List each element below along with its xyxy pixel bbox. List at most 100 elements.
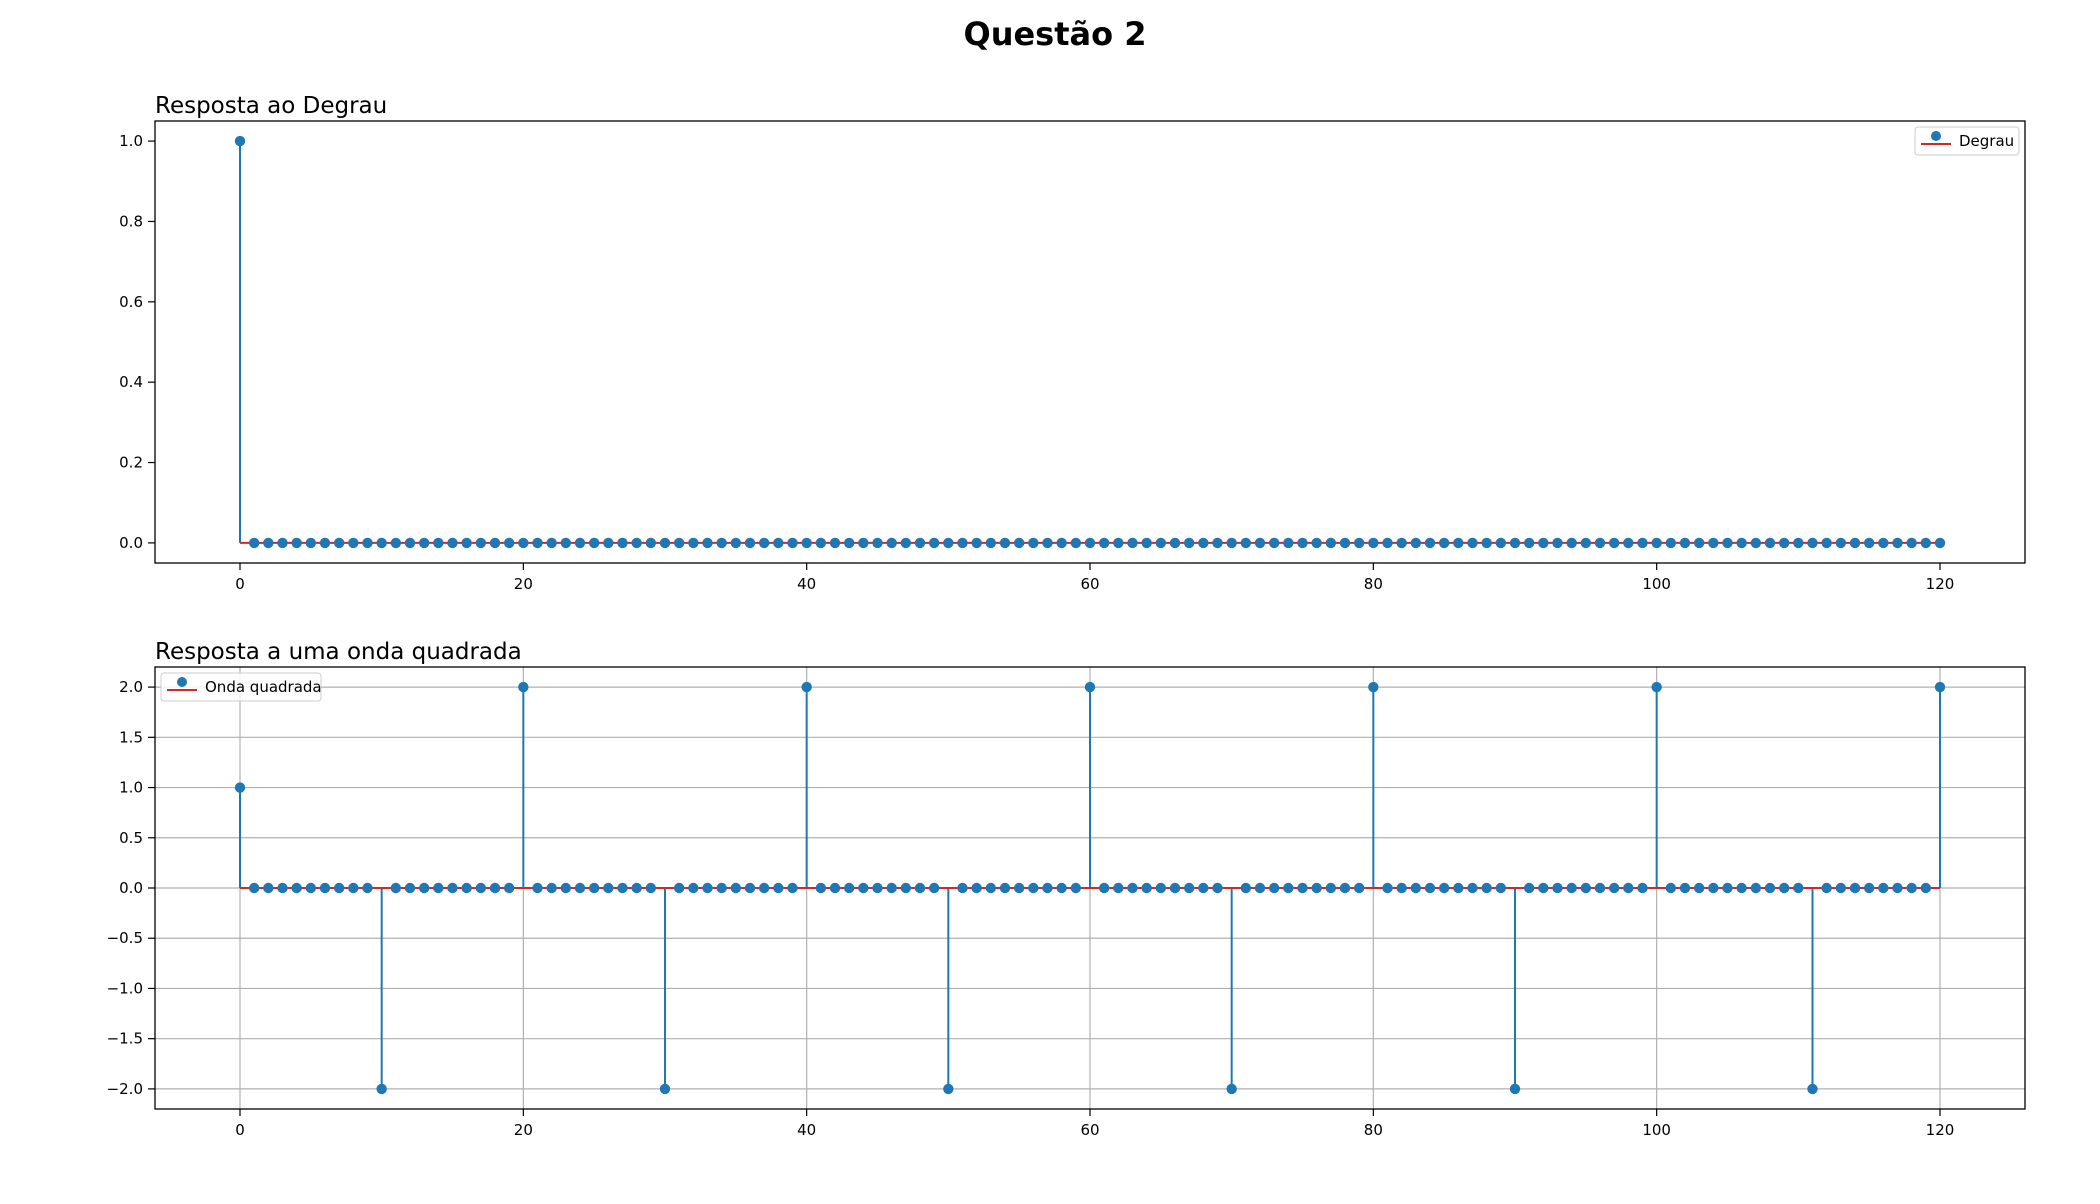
x-tick-label: 80: [1364, 575, 1383, 593]
stem-marker: [404, 537, 416, 549]
stem-marker: [1042, 882, 1053, 894]
stem-marker: [1736, 537, 1747, 549]
legend: Degrau: [1914, 126, 2020, 156]
stem-marker: [787, 537, 798, 549]
stem-marker: [1693, 882, 1705, 894]
stem-marker: [971, 537, 982, 549]
stem-marker: [1481, 537, 1492, 549]
y-tick-label: −2.0: [107, 1080, 143, 1098]
stem-marker: [1934, 537, 1946, 549]
stem-marker: [1665, 537, 1677, 549]
stem-marker: [234, 782, 246, 793]
stem-marker: [333, 882, 345, 894]
stem-marker: [1013, 882, 1025, 894]
legend: Onda quadrada: [160, 672, 322, 702]
stem-marker: [758, 882, 770, 894]
stem-marker: [1750, 537, 1762, 549]
stem-marker: [886, 537, 897, 549]
stem-marker: [333, 537, 345, 549]
stem-marker: [489, 882, 501, 894]
stem-marker: [263, 537, 274, 549]
stem-marker: [1750, 882, 1762, 894]
stem-marker: [1339, 537, 1351, 549]
stem-marker: [730, 537, 742, 549]
stem-marker: [985, 882, 997, 894]
stem-marker: [1807, 537, 1818, 549]
y-tick-label: 1.0: [119, 779, 143, 797]
stem-marker: [1070, 882, 1082, 894]
stem-marker: [1368, 681, 1379, 693]
stem-marker: [461, 537, 472, 549]
stem-marker: [1821, 882, 1832, 894]
y-tick-label: −1.0: [107, 979, 143, 997]
y-tick-label: 2.0: [119, 678, 143, 696]
y-tick-label: 1.0: [119, 132, 143, 150]
stem-marker: [1538, 537, 1549, 549]
stem-marker: [503, 537, 515, 549]
plot-area-square-wave-response: 0 20 40 60 80 100 120 −2.0 −1.5 −1.0 −0.5 0.0 0.5 1.0…: [107, 666, 2026, 1139]
chart-title-step-response: Resposta ao Degrau: [155, 93, 387, 119]
stem-marker: [603, 882, 614, 894]
stem-marker: [1396, 882, 1407, 894]
y-tick-label: 0.0: [119, 879, 143, 897]
chart-step-response: Resposta ao Degrau 0 20 40 60 80 100 120 0.0 0.2…: [119, 93, 2026, 593]
stem-marker: [773, 882, 784, 894]
y-tick-label: 0.4: [119, 373, 143, 391]
stem-marker: [1764, 882, 1776, 894]
stem-marker: [1127, 537, 1138, 549]
stem-marker: [1127, 882, 1138, 894]
stem-marker: [1878, 537, 1889, 549]
stem-marker: [1254, 537, 1266, 549]
stem-marker: [1198, 882, 1209, 894]
legend-marker-swatch: [177, 677, 187, 687]
stem-marker: [1254, 882, 1266, 894]
stem-marker: [588, 882, 600, 894]
stem-marker: [1155, 882, 1167, 894]
chart-square-wave-response: Resposta a uma onda quadrada 0 20 40 60 80 10…: [107, 639, 2026, 1139]
x-tick-label: 100: [1642, 1121, 1671, 1139]
stem-marker: [248, 537, 260, 549]
stem-marker: [1353, 537, 1365, 549]
x-tick-label: 120: [1926, 575, 1955, 593]
stem-marker: [1778, 537, 1790, 549]
x-tick-label: 0: [235, 1121, 245, 1139]
stem-marker: [1580, 537, 1592, 549]
stem-marker: [1042, 537, 1053, 549]
stem-marker: [702, 882, 713, 894]
stem-marker: [829, 537, 841, 549]
stem-marker: [1906, 882, 1917, 894]
stem-marker: [1141, 537, 1152, 549]
plot-area-step-response: 0 20 40 60 80 100 120 0.0 0.2 0.4 0.6 0.8 1.0 Degrau: [119, 120, 2026, 593]
stem-marker: [716, 537, 727, 549]
stem-marker: [291, 882, 302, 894]
legend-box: [1914, 126, 2020, 156]
stem-marker: [1892, 537, 1903, 549]
stem-marker: [1934, 681, 1946, 693]
stem-marker: [1240, 882, 1252, 894]
x-tick-label: 80: [1364, 1121, 1383, 1139]
stem-marker: [645, 882, 657, 894]
stem-marker: [1297, 537, 1308, 549]
stem-marker: [1311, 537, 1322, 549]
stem-marker: [1410, 882, 1422, 894]
stem-marker: [688, 537, 699, 549]
stem-marker: [773, 537, 784, 549]
stem-marker: [475, 882, 487, 894]
stem-marker: [829, 882, 841, 894]
stem-marker: [248, 882, 260, 894]
stem-marker: [1495, 537, 1507, 549]
stem-marker: [475, 537, 487, 549]
stem-marker: [1325, 537, 1337, 549]
stem-marker: [1183, 537, 1195, 549]
stem-marker: [362, 882, 373, 894]
stem-marker: [1141, 882, 1152, 894]
stem-marker: [999, 537, 1011, 549]
stem-marker: [1396, 537, 1407, 549]
stem-marker: [277, 882, 288, 894]
stem-marker: [1084, 537, 1096, 549]
stem-marker: [1693, 537, 1705, 549]
stem-marker: [1070, 537, 1082, 549]
x-tick-label: 40: [797, 575, 816, 593]
stem-marker: [1906, 537, 1917, 549]
